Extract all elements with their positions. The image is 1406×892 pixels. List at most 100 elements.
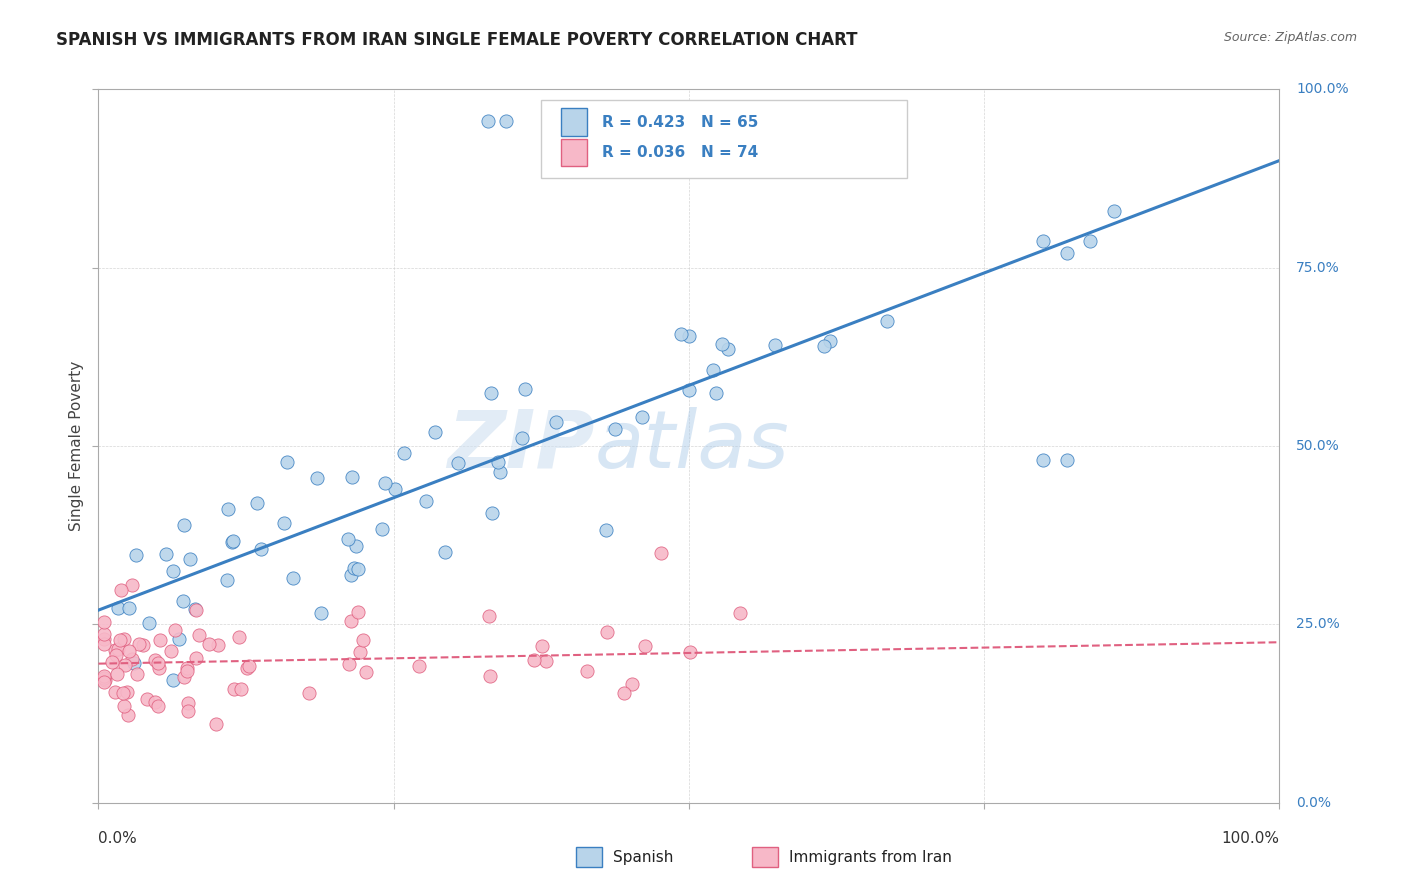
Point <box>179 551 201 566</box>
Text: 25.0%: 25.0% <box>1296 617 1340 632</box>
Point <box>384 482 406 496</box>
Point <box>176 696 198 710</box>
Point <box>122 656 145 670</box>
Point <box>392 445 415 459</box>
Point <box>305 471 328 485</box>
Point <box>184 650 207 665</box>
Point <box>283 571 305 585</box>
Point <box>477 114 499 128</box>
Text: 100.0%: 100.0% <box>1222 831 1279 846</box>
Point <box>121 578 143 592</box>
Point <box>173 517 195 532</box>
Point <box>176 661 198 675</box>
Point <box>339 568 361 582</box>
Point <box>162 673 184 687</box>
Y-axis label: Single Female Poverty: Single Female Poverty <box>69 361 84 531</box>
Point <box>352 632 374 647</box>
Point <box>249 542 271 557</box>
Point <box>340 470 363 484</box>
Point <box>184 602 207 616</box>
Point <box>298 686 321 700</box>
Point <box>217 502 239 516</box>
Point <box>93 671 115 685</box>
Point <box>613 686 636 700</box>
Point <box>125 548 148 562</box>
Point <box>534 654 557 668</box>
Text: 0.0%: 0.0% <box>1296 796 1331 810</box>
Point <box>146 698 169 713</box>
Point <box>184 603 207 617</box>
Point <box>228 630 250 644</box>
Point <box>108 633 131 648</box>
Point <box>112 632 135 646</box>
Point <box>155 547 177 561</box>
Point <box>349 645 371 659</box>
Point <box>273 516 295 531</box>
Point <box>236 661 259 675</box>
Point <box>596 624 619 639</box>
Point <box>176 664 198 678</box>
Point <box>246 496 269 510</box>
Point <box>678 329 700 343</box>
Point <box>94 673 117 687</box>
Point <box>221 535 243 549</box>
Point <box>546 415 568 429</box>
Point <box>523 653 546 667</box>
Point <box>188 628 211 642</box>
Point <box>93 669 115 683</box>
Point <box>711 337 734 351</box>
Point <box>1032 453 1054 467</box>
Point <box>337 532 360 546</box>
Point <box>149 633 172 648</box>
Point <box>340 614 363 628</box>
Text: R = 0.036   N = 74: R = 0.036 N = 74 <box>602 145 758 161</box>
Point <box>337 657 360 671</box>
Point <box>1056 453 1078 467</box>
Point <box>222 681 245 696</box>
Point <box>634 640 657 654</box>
Point <box>1056 245 1078 260</box>
Point <box>820 334 842 348</box>
Point <box>204 717 226 731</box>
Point <box>217 574 239 588</box>
Point <box>344 539 367 553</box>
Point <box>121 652 143 666</box>
Point <box>479 669 502 683</box>
Point <box>531 639 554 653</box>
Text: SPANISH VS IMMIGRANTS FROM IRAN SINGLE FEMALE POVERTY CORRELATION CHART: SPANISH VS IMMIGRANTS FROM IRAN SINGLE F… <box>56 31 858 49</box>
Point <box>160 644 183 658</box>
Point <box>143 695 166 709</box>
Point <box>114 658 136 673</box>
Text: Immigrants from Iran: Immigrants from Iran <box>789 850 952 864</box>
Point <box>132 639 155 653</box>
Text: R = 0.423   N = 65: R = 0.423 N = 65 <box>602 114 758 129</box>
Point <box>276 454 298 468</box>
FancyBboxPatch shape <box>561 139 588 166</box>
Text: 0.0%: 0.0% <box>98 831 138 846</box>
Point <box>495 114 517 128</box>
Point <box>876 314 898 328</box>
Point <box>408 658 430 673</box>
Point <box>238 659 260 673</box>
Point <box>115 685 138 699</box>
Point <box>93 632 115 647</box>
Point <box>105 666 128 681</box>
Point <box>128 637 150 651</box>
Point <box>704 386 727 401</box>
Point <box>650 546 672 560</box>
Point <box>1032 234 1054 248</box>
Point <box>730 607 752 621</box>
Point <box>148 661 170 675</box>
Point <box>93 615 115 629</box>
FancyBboxPatch shape <box>541 100 907 178</box>
Point <box>93 627 115 641</box>
Point <box>104 648 127 662</box>
Point <box>671 326 693 341</box>
Point <box>135 691 157 706</box>
Point <box>197 636 219 650</box>
Point <box>763 338 786 352</box>
Point <box>172 594 194 608</box>
Point <box>513 382 536 396</box>
FancyBboxPatch shape <box>561 109 588 136</box>
Text: Source: ZipAtlas.com: Source: ZipAtlas.com <box>1223 31 1357 45</box>
